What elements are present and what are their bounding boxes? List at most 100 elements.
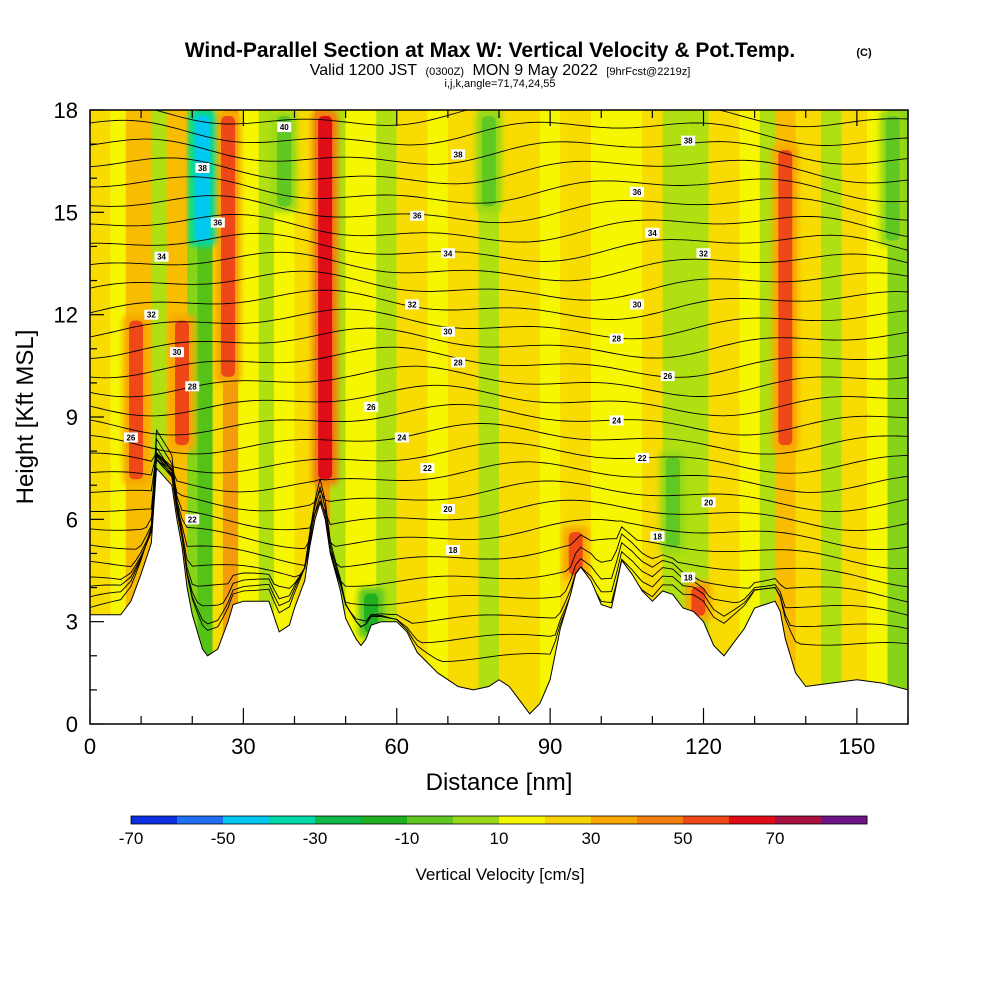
isentrope-label-text: 30: [443, 328, 452, 337]
isentrope-label-text: 28: [188, 382, 197, 391]
updraft-core: [129, 320, 144, 480]
velocity-band: [212, 110, 223, 724]
velocity-band: [821, 110, 842, 724]
isentrope-label: 26: [660, 371, 675, 382]
velocity-band: [447, 110, 479, 724]
grid-params: i,j,k,angle=71,74,24,55: [444, 78, 555, 90]
isentrope-label-bg: [169, 347, 184, 358]
colorbar-tick-label: -10: [395, 829, 420, 848]
isentrope-label-text: 22: [638, 454, 647, 463]
colorbar-swatch: [637, 816, 684, 824]
isentrope-label: 28: [185, 381, 200, 392]
velocity-band: [642, 110, 663, 724]
isentrope-label-bg: [195, 162, 210, 173]
x-axis-title: Distance [nm]: [426, 769, 573, 796]
velocity-band: [795, 110, 822, 724]
isentrope-label-text: 34: [648, 229, 657, 238]
isentrope-label: 32: [405, 299, 420, 310]
isentrope-label-text: 36: [213, 219, 222, 228]
y-tick-label: 15: [54, 200, 78, 225]
isentrope-line: [90, 457, 908, 588]
colorbar-tick-label: 70: [766, 829, 785, 848]
isentrope-label: 28: [451, 357, 466, 368]
updraft-core: [691, 586, 706, 616]
isentrope-line: [90, 446, 908, 624]
colorbar-swatch: [499, 816, 546, 824]
isentrope-label: 40: [277, 122, 292, 133]
isentrope-label-text: 38: [684, 137, 693, 146]
isentrope-label-bg: [364, 401, 379, 412]
isentrope-line: [90, 251, 908, 282]
velocity-band: [708, 110, 740, 724]
isentrope-label: 26: [364, 401, 379, 412]
isentrope-label-bg: [410, 210, 425, 221]
isentrope-label-bg: [210, 217, 225, 228]
isentrope-label-text: 26: [367, 403, 376, 412]
isentrope-label-text: 28: [454, 358, 463, 367]
isentrope-label: 38: [195, 162, 210, 173]
isentrope-line: [90, 138, 908, 165]
isentrope-line: [90, 437, 908, 644]
isentrope-line: [90, 455, 908, 532]
colorbar-swatch: [407, 816, 454, 824]
x-tick-label: 150: [839, 734, 876, 759]
isentrope-label-bg: [154, 251, 169, 262]
isentrope-lines: [90, 110, 908, 663]
colorbar-swatch: [729, 816, 776, 824]
isentrope-label-bg: [701, 497, 716, 508]
colorbar-swatch: [683, 816, 730, 824]
isentrope-label: 20: [701, 497, 716, 508]
isentrope-line: [90, 232, 908, 262]
plot-area: 40 38 38 38 36 36 36 34 34 34 32 32 32 30 30 30 28 28 28 26…: [90, 110, 908, 724]
isentrope-label: 18: [650, 531, 665, 542]
isentrope-label-text: 30: [172, 348, 181, 357]
velocity-band: [539, 110, 561, 724]
isentrope-label-bg: [405, 299, 420, 310]
isentrope-label-bg: [123, 432, 138, 443]
colorbar-swatch: [315, 816, 362, 824]
colorbar-swatch: [361, 816, 408, 824]
isentrope-label: 18: [445, 545, 460, 556]
isentrope-labels: 40 38 38 38 36 36 36 34 34 34 32 32 32 30 30 30 28 28 28 26…: [123, 122, 716, 583]
isentrope-label-bg: [440, 504, 455, 515]
isentrope-line: [90, 195, 908, 224]
isentrope-line: [90, 176, 908, 204]
isentrope-label-text: 26: [126, 433, 135, 442]
downdraft-core: [364, 593, 379, 633]
chart-title: Wind-Parallel Section at Max W: Vertical…: [185, 39, 796, 62]
isentrope-line: [90, 157, 908, 185]
copyright-mark: (C): [856, 47, 872, 59]
colorbar-swatch: [177, 816, 224, 824]
y-axis-title: Height [Kft MSL]: [12, 330, 39, 505]
isentrope-label-bg: [696, 248, 711, 259]
isentrope-label-text: 32: [147, 311, 156, 320]
isentrope-label-bg: [420, 463, 435, 474]
isentrope-label-text: 32: [408, 300, 417, 309]
colorbar-frame: [130, 815, 868, 825]
velocity-band: [867, 110, 888, 724]
colorbar-swatch: [131, 816, 178, 824]
isentrope-label: 30: [440, 326, 455, 337]
isentrope-label-bg: [440, 326, 455, 337]
isentrope-label-text: 24: [612, 416, 621, 425]
y-tick-label: 6: [66, 507, 78, 532]
colorbar-swatch: [223, 816, 270, 824]
colorbar-tick-label: -50: [211, 829, 236, 848]
isentrope-label-bg: [650, 531, 665, 542]
isentrope-line: [90, 384, 908, 417]
isentrope-label: 22: [185, 514, 200, 525]
velocity-band: [274, 110, 295, 724]
velocity-band: [478, 110, 499, 724]
isentrope-label-bg: [645, 227, 660, 238]
colorbar-swatch: [453, 816, 500, 824]
y-tick-label: 3: [66, 610, 78, 635]
velocity-band: [759, 110, 776, 724]
isentrope-label: 34: [645, 227, 660, 238]
forecast-info: [9hrFcst@2219z]: [606, 66, 690, 78]
isentrope-label-bg: [660, 371, 675, 382]
isentrope-label-text: 36: [413, 212, 422, 221]
y-axis: 0 3 6 9 12 15 18: [54, 98, 104, 737]
colorbar-swatch: [269, 816, 316, 824]
x-tick-label: 120: [685, 734, 722, 759]
